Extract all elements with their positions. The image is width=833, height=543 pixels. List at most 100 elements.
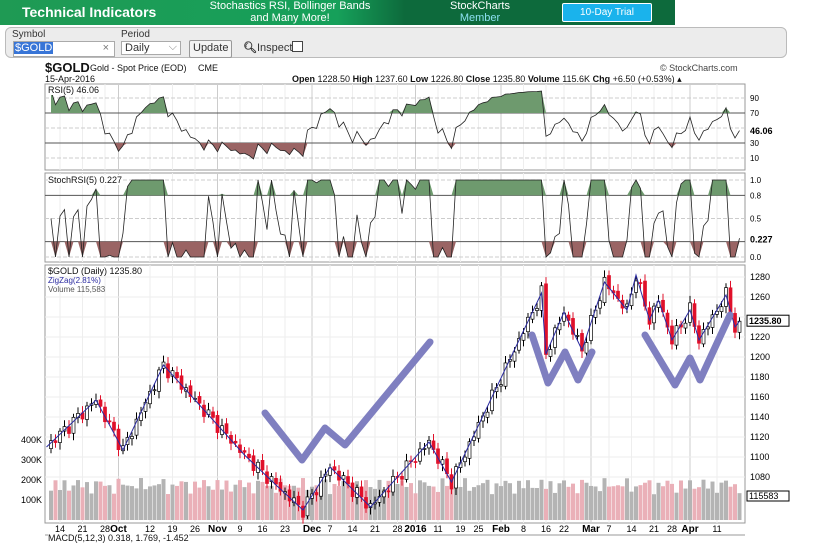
- chart-symbol: $GOLD: [45, 60, 90, 75]
- volume-legend: Volume 115,583: [48, 285, 106, 294]
- volume-bar: [188, 493, 193, 520]
- volume-bar: [422, 482, 427, 520]
- volume-bar: [679, 480, 683, 520]
- volume-bar: [301, 478, 305, 520]
- volume-bar: [184, 481, 188, 520]
- volume-bar: [629, 491, 634, 520]
- volume-bar: [260, 481, 265, 520]
- y-tick-label: 1100: [750, 452, 769, 462]
- volume-bar: [692, 488, 697, 520]
- volume-bar: [400, 480, 404, 520]
- volume-bar: [521, 488, 526, 520]
- x-tick-label: 16: [257, 524, 267, 534]
- candle: [179, 375, 184, 390]
- volume-bar: [652, 494, 656, 520]
- volume-bar: [265, 485, 269, 520]
- volume-bar: [391, 492, 395, 520]
- candle: [247, 453, 251, 459]
- volume-bar: [197, 487, 202, 520]
- volume-bar: [580, 479, 584, 520]
- rsi-tick-label: 10: [750, 154, 759, 163]
- symbol-value: $GOLD: [14, 42, 54, 54]
- volume-bar: [193, 481, 197, 520]
- volume-bar: [674, 492, 679, 520]
- volume-bar: [85, 482, 89, 520]
- hand-drawn-annotation: [528, 331, 596, 387]
- clear-icon[interactable]: ×: [102, 42, 109, 54]
- x-tick-label: 19: [455, 524, 465, 534]
- symbol-label: Symbol: [12, 29, 46, 40]
- volume-bar: [283, 485, 287, 520]
- inspect-label: Inspect: [256, 42, 293, 54]
- candle: [134, 418, 139, 436]
- candle: [202, 404, 206, 417]
- candle: [602, 277, 607, 304]
- volume-bar: [625, 478, 629, 520]
- candle: [197, 396, 202, 404]
- candle: [638, 282, 643, 284]
- candle: [674, 325, 679, 346]
- x-tick-label: 26: [190, 524, 200, 534]
- volume-bar: [485, 479, 490, 520]
- x-tick-label: 7: [606, 524, 611, 534]
- volume-bar: [697, 487, 701, 520]
- volume-bar: [319, 483, 323, 520]
- candle: [400, 475, 404, 480]
- x-tick-label: Mar: [582, 524, 600, 535]
- stochrsi-tick-label: 0.5: [750, 215, 762, 224]
- volume-bar: [715, 492, 719, 520]
- volume-bar: [107, 485, 112, 520]
- y-tick-label: 1220: [750, 332, 770, 342]
- candle: [211, 411, 215, 418]
- zigzag-line: [46, 273, 740, 511]
- x-tick-label: 12: [145, 524, 155, 534]
- volume-bar: [166, 494, 170, 520]
- rsi-line: [50, 90, 740, 160]
- volume-bar: [616, 485, 620, 520]
- volume-bar: [161, 479, 166, 520]
- volume-bar: [346, 482, 350, 520]
- volume-bar: [526, 480, 530, 520]
- update-button[interactable]: Update: [189, 40, 233, 58]
- candle: [314, 492, 319, 496]
- period-select[interactable]: Daily ⌵: [121, 41, 181, 55]
- volume-bar: [134, 488, 139, 520]
- volume-bar: [458, 486, 463, 520]
- chart-exchange: CME: [198, 63, 218, 73]
- symbol-input[interactable]: $GOLD ×: [13, 41, 115, 57]
- x-tick-label: 14: [626, 524, 636, 534]
- volume-bar: [175, 485, 179, 520]
- volume-bar: [269, 485, 274, 520]
- x-tick-label: 28: [100, 524, 110, 534]
- candle: [242, 450, 247, 453]
- search-icon: 🔍︎: [243, 42, 257, 54]
- candle: [490, 389, 494, 412]
- promo-banner[interactable]: Technical Indicators Stochastics RSI, Bo…: [0, 0, 675, 25]
- candle: [454, 466, 458, 489]
- x-tick-label: 21: [77, 524, 87, 534]
- volume-bar: [274, 492, 278, 520]
- volume-bar: [409, 483, 413, 520]
- inspect-toggle[interactable]: 🔍︎Inspect: [243, 41, 304, 54]
- volume-bar: [152, 485, 157, 520]
- candle: [485, 411, 490, 418]
- candle: [107, 420, 112, 423]
- candle: [152, 389, 157, 392]
- candle: [157, 369, 161, 392]
- candle: [670, 325, 674, 345]
- x-tick-label: 28: [392, 524, 402, 534]
- volume-bar: [620, 486, 625, 520]
- rsi-title: RSI(5) 46.06: [48, 85, 100, 95]
- volume-bar: [710, 481, 715, 520]
- volume-bar: [598, 491, 602, 520]
- x-tick-label: 25: [473, 524, 483, 534]
- candle: [58, 430, 62, 443]
- copyright: © StockCharts.com: [660, 63, 738, 73]
- volume-bar: [589, 485, 593, 520]
- trial-button[interactable]: 10-Day Trial: [562, 3, 652, 22]
- candle: [166, 363, 170, 379]
- volume-bar: [314, 485, 319, 520]
- rsi-tick-label: 30: [750, 139, 759, 148]
- inspect-checkbox[interactable]: [292, 41, 304, 52]
